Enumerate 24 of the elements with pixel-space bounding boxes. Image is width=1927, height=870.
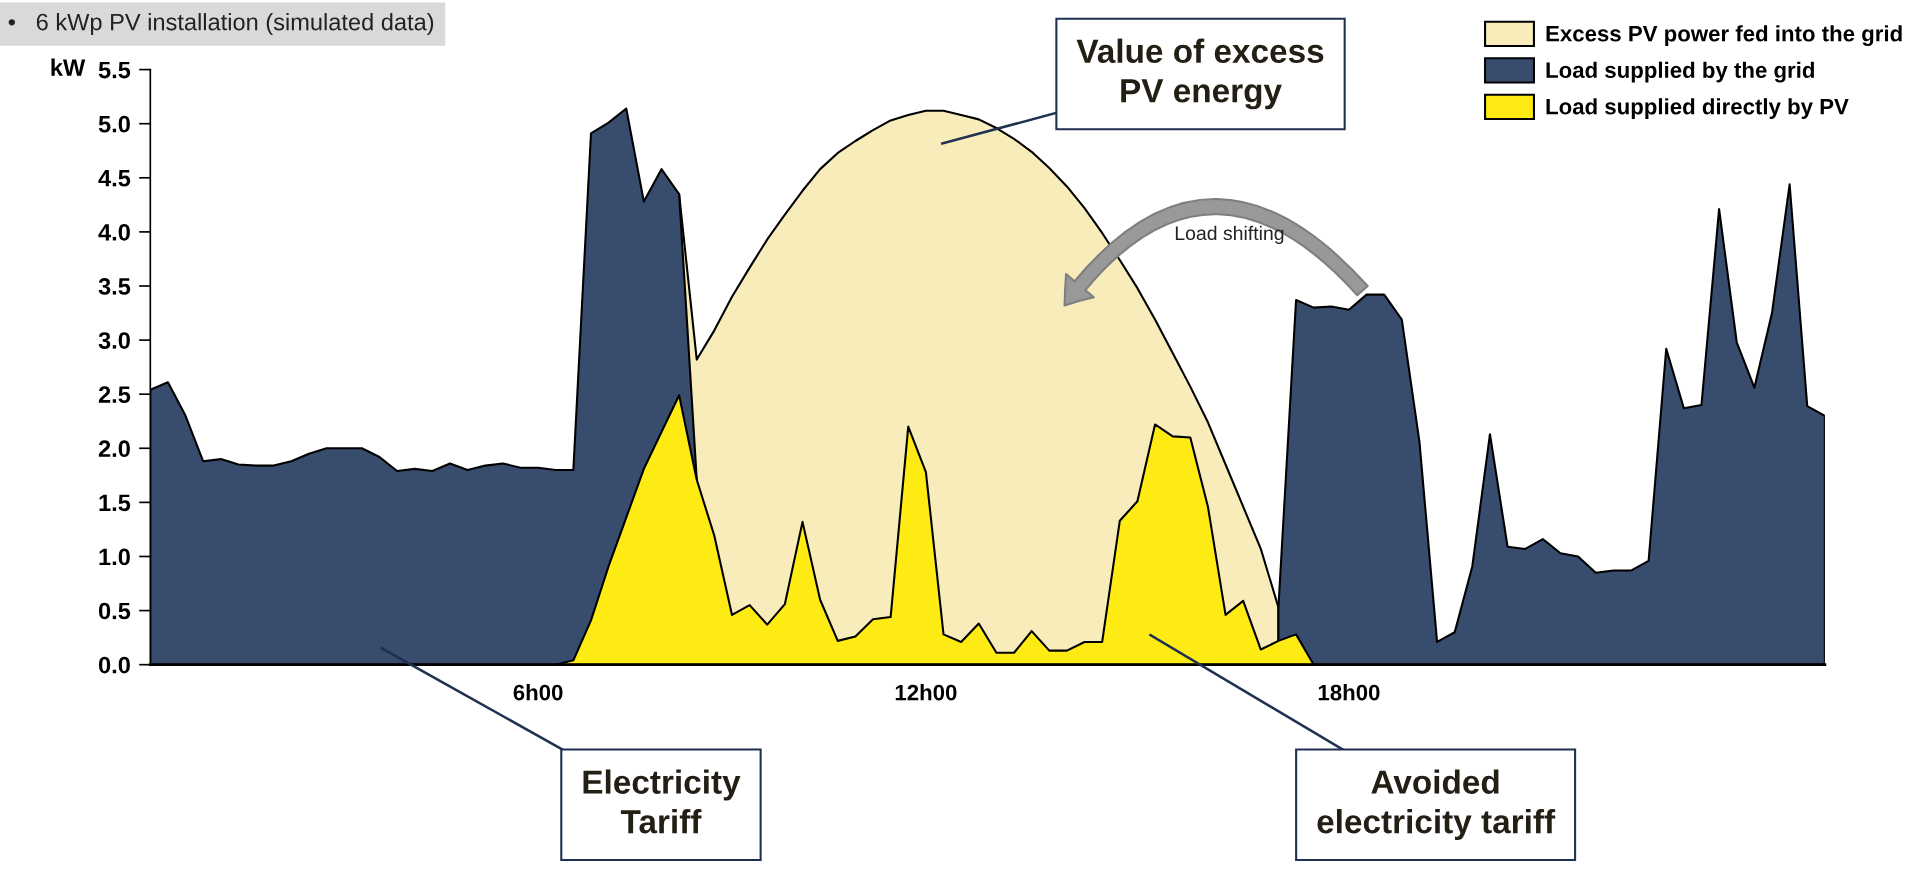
annotation: Value of excess PV energy <box>1076 38 1324 110</box>
y-axis-title: kW <box>51 58 86 76</box>
y-tick-label: 5.0 <box>98 115 130 133</box>
y-tick-label: 2.5 <box>98 386 131 403</box>
legend-label: Excess PV power fed into the grid <box>1546 25 1902 46</box>
y-tick-label: 2.0 <box>98 440 130 458</box>
y-tick-label: 4.0 <box>98 223 130 241</box>
y-tick-label: 3.5 <box>98 278 131 295</box>
x-tick-label: 18h00 <box>1318 684 1380 701</box>
y-tick-label: 3.0 <box>98 332 130 349</box>
y-tick-label: 0.0 <box>98 656 130 674</box>
y-tick-label: 4.5 <box>98 170 131 187</box>
text: Electricity Tariff <box>583 769 741 834</box>
text: Avoided electricity tariff <box>1317 769 1556 841</box>
x-tick-label: 12h00 <box>895 684 957 701</box>
y-tick-label: 1.0 <box>99 548 130 566</box>
y-tick-label: 0.5 <box>98 602 131 620</box>
x-tick-label: 6h00 <box>513 684 563 701</box>
chart-title: • 6 kWp PV installation (simulated data) <box>8 13 434 36</box>
y-tick-label: 1.5 <box>99 494 131 512</box>
legend-label: Load supplied by the grid <box>1546 61 1814 83</box>
annotation: Load shifting <box>1175 225 1284 244</box>
legend-label: Load supplied directly by PV <box>1546 98 1849 119</box>
y-tick-label: 5.5 <box>98 61 131 79</box>
